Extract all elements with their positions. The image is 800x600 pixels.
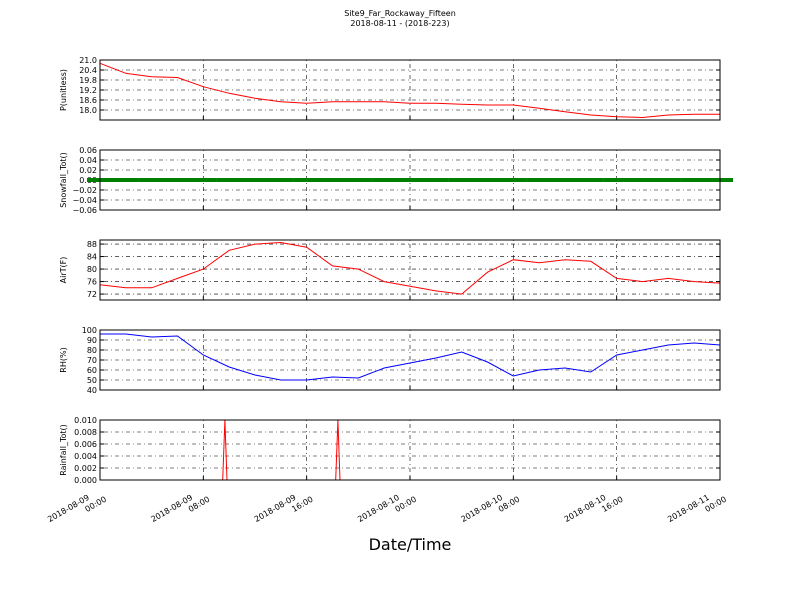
data-marker [345,178,372,182]
plot-frame [99,149,721,211]
y-tick-label: 76 [87,278,97,287]
y-tick-label: 0.002 [74,464,97,473]
plot-frame [99,239,721,301]
y-axis-label: P(unitless) [59,69,68,111]
data-marker [371,178,398,182]
y-tick-label: 80 [87,346,97,355]
plot-frame [99,59,721,121]
y-tick-label: 21.0 [79,56,97,65]
y-tick-label: 80 [87,265,97,274]
plot-frame [99,329,721,391]
y-tick-label: 60 [87,366,97,375]
y-tick-label: 0.006 [74,440,97,449]
y-tick-label: 18.6 [79,96,97,105]
subtitle: 2018-08-11 - (2018-223) [350,19,449,28]
data-marker [319,178,346,182]
data-marker [190,178,217,182]
y-axis-label: AirT(F) [59,257,68,284]
y-tick-label: 40 [87,386,97,395]
data-line [99,62,720,119]
data-marker [526,178,553,182]
data-marker [474,178,501,182]
data-line [100,333,721,381]
data-marker [681,178,708,182]
data-marker [577,178,604,182]
data-marker [603,178,630,182]
y-tick-label: 72 [87,290,97,299]
data-marker [629,178,656,182]
data-marker [422,178,449,182]
data-marker [164,178,191,182]
y-axis-label: RH(%) [59,347,68,372]
data-line [99,241,721,295]
y-tick-label: 0.000 [74,476,97,485]
data-marker [112,178,139,182]
y-tick-label: −0.06 [72,206,97,215]
data-marker [216,178,243,182]
y-tick-label: 88 [87,240,97,249]
y-tick-label: 0.06 [79,146,97,155]
y-tick-label: 100 [82,326,97,335]
y-tick-label: 84 [87,253,97,262]
y-tick-label: 50 [87,376,97,385]
y-tick-label: 0.010 [74,416,97,425]
data-marker [500,178,527,182]
x-tick-label: 2018-08-0908:00 [149,486,211,533]
x-tick-label: 2018-08-0900:00 [46,486,108,533]
x-tick-label: 2018-08-1000:00 [356,486,418,533]
y-tick-label: 0.04 [79,156,97,165]
data-marker [242,178,268,182]
data-marker [138,178,165,182]
x-tick-label: 2018-08-1016:00 [563,486,625,533]
data-marker [448,178,475,182]
y-tick-label: 70 [87,356,97,365]
x-tick-label: 2018-08-0916:00 [253,486,315,533]
y-tick-label: 19.2 [79,86,97,95]
y-axis-label: Rainfall_Tot() [59,424,68,476]
title: Site9_Far_Rockaway_Fifteen [344,9,456,18]
data-marker [293,178,320,182]
y-tick-label: 0.004 [74,452,97,461]
y-tick-label: 20.4 [79,66,97,75]
y-tick-label: −0.04 [72,196,97,205]
x-axis-label: Date/Time [369,535,452,554]
y-axis-label: Snowfall_Tot() [59,152,68,208]
y-tick-label: −0.02 [72,186,97,195]
plot-frame [99,419,721,481]
data-marker [267,178,294,182]
data-marker [552,178,578,182]
data-marker [397,178,423,182]
y-tick-label: 18.0 [79,106,97,115]
y-tick-label: 90 [87,336,97,345]
y-tick-label: 0.008 [74,428,97,437]
data-marker [655,178,682,182]
y-tick-label: 19.8 [79,76,97,85]
x-tick-label: 2018-08-1100:00 [666,486,728,533]
x-tick-label: 2018-08-1008:00 [459,486,521,533]
y-tick-label: 0.02 [79,166,97,175]
